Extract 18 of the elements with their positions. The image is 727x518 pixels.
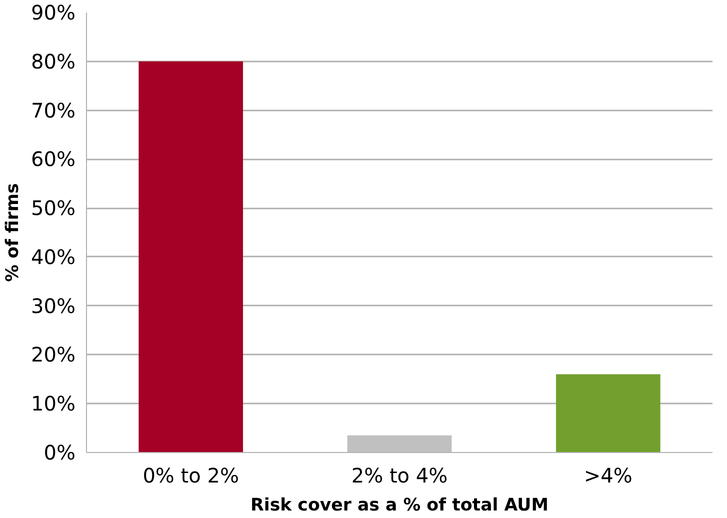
- y-tick-label: 50%: [31, 196, 76, 220]
- y-tick-label: 40%: [31, 244, 76, 269]
- y-tick-label: 30%: [31, 294, 76, 318]
- x-tick-label: >4%: [584, 464, 632, 488]
- y-tick-label: 80%: [31, 49, 76, 74]
- y-tick-label: 20%: [31, 342, 76, 367]
- x-tick-label: 0% to 2%: [142, 464, 239, 488]
- x-axis-title: Risk cover as a % of total AUM: [250, 496, 548, 516]
- y-tick-label: 90%: [31, 0, 76, 24]
- y-tick-label: 0%: [44, 440, 76, 464]
- bar: [347, 435, 452, 452]
- y-tick-label: 70%: [31, 98, 76, 122]
- bar: [138, 61, 243, 452]
- y-tick-label: 10%: [31, 392, 76, 416]
- bar: [556, 374, 660, 452]
- x-tick-label: 2% to 4%: [351, 464, 448, 488]
- y-tick-label: 60%: [31, 147, 76, 172]
- y-axis-title: % of firms: [3, 183, 24, 282]
